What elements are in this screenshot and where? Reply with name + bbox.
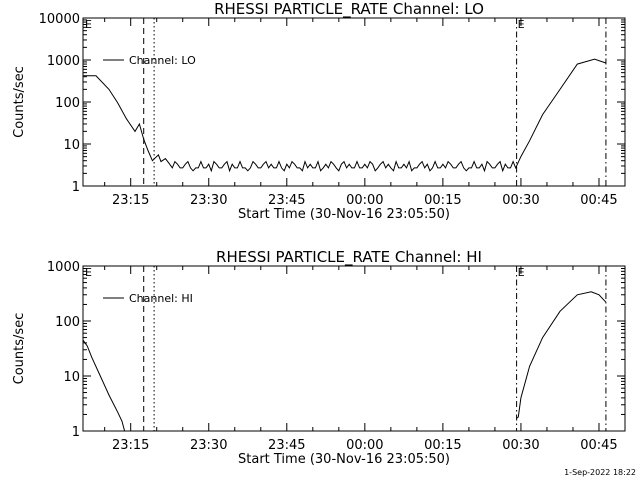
x-tick-label: 00:15 [424,193,461,208]
y-tick-label: 10 [63,138,80,153]
chart-title: RHESSI PARTICLE_RATE Channel: HI [216,248,482,267]
x-tick-label: 23:15 [112,438,149,453]
series-line-lo [83,58,607,173]
y-tick-label: 10 [63,370,80,385]
x-tick-label: 00:15 [424,438,461,453]
series-line-hi-segment2 [516,291,607,419]
y-tick-label: 100 [55,96,80,111]
legend-label: Channel: HI [129,292,193,305]
x-axis-label: Start Time (30-Nov-16 23:05:50) [238,207,450,222]
x-tick-label: 00:00 [346,193,383,208]
x-axis-label: Start Time (30-Nov-16 23:05:50) [238,452,450,467]
x-tick-label: 00:45 [580,193,617,208]
x-tick-label: 00:30 [502,193,539,208]
y-tick-label: 1 [72,425,80,440]
plot-frame [82,17,626,187]
plot-frame [82,265,626,432]
flag-label: E [518,266,525,279]
x-tick-label: 00:30 [502,438,539,453]
series-line-hi [83,339,126,431]
footer-timestamp: 1-Sep-2022 18:22 [564,468,636,477]
x-tick-label: 23:45 [268,193,305,208]
y-tick-label: 1000 [47,54,80,69]
x-tick-label: 23:15 [112,193,149,208]
panel-1: RHESSI PARTICLE_RATE Channel: LO 1 10 100 10… [12,0,626,222]
flag-label: E [518,18,525,31]
chart-title: RHESSI PARTICLE_RATE Channel: LO [214,0,484,19]
x-tick-label: 00:00 [346,438,383,453]
flag-label: E [85,18,92,31]
flag-label: E [85,266,92,279]
y-axis-label: Counts/sec [12,313,27,385]
panel-2: RHESSI PARTICLE_RATE Channel: HI 1 10 100 10… [12,248,626,467]
y-axis-label: Counts/sec [12,66,27,138]
legend-label: Channel: LO [129,54,196,67]
x-tick-label: 23:45 [268,438,305,453]
y-tick-label: 1000 [47,260,80,275]
y-tick-label: 1 [72,180,80,195]
x-tick-label: 00:45 [580,438,617,453]
x-tick-label: 23:30 [190,193,227,208]
y-tick-label: 10000 [39,12,80,27]
x-tick-label: 23:30 [190,438,227,453]
y-tick-label: 100 [55,315,80,330]
